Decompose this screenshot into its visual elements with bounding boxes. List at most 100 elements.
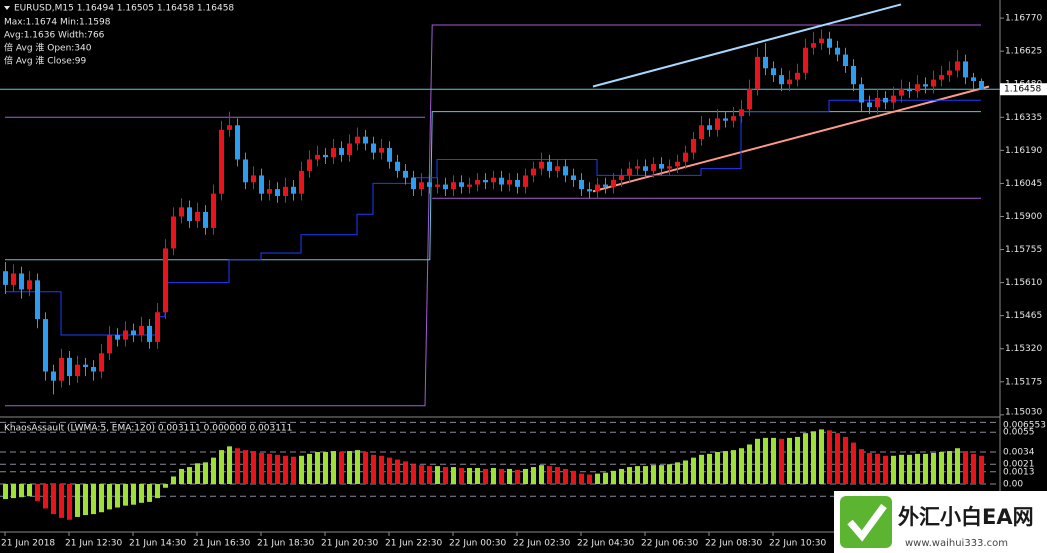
indicator-bar (667, 464, 672, 484)
candle-body (187, 207, 192, 222)
candle-body (707, 125, 712, 130)
indicator-bar (867, 452, 872, 484)
indicator-bar (875, 453, 880, 484)
indicator-bar (75, 484, 80, 517)
indicator-bar (139, 484, 144, 503)
candle-body (891, 95, 896, 103)
y-tick-label: 1.16335 (1005, 113, 1042, 123)
candle-body (963, 61, 968, 78)
indicator-bar (539, 465, 544, 484)
menu-triangle[interactable] (4, 6, 10, 10)
candle-body (179, 207, 184, 217)
candle-body (795, 72, 800, 80)
indicator-bar (635, 466, 640, 484)
candle-body (611, 179, 616, 187)
candle-body (579, 179, 584, 190)
indicator-bar (907, 454, 912, 484)
candle-body (955, 61, 960, 71)
indicator-bar (899, 454, 904, 484)
candle-body (131, 330, 136, 336)
indicator-bar (955, 448, 960, 484)
indicator-bar (99, 484, 104, 513)
x-tick-label: 21 Jun 14:30 (129, 539, 186, 549)
candle-body (35, 280, 40, 320)
indicator-bar (979, 455, 984, 484)
indicator-bar (83, 484, 88, 516)
candle-body (203, 211, 208, 228)
candle-body (75, 364, 80, 377)
indicator-bar (475, 468, 480, 484)
candle-body (403, 170, 408, 178)
indicator-bar (971, 453, 976, 484)
plot-area (0, 3, 1000, 520)
indicator-bar (427, 466, 432, 484)
indicator-bar (787, 437, 792, 484)
candle-body (163, 248, 168, 313)
indicator-bar (67, 484, 72, 520)
indicator-bar (123, 484, 128, 506)
indicator-bar (779, 438, 784, 484)
indicator-bar (227, 446, 232, 484)
indicator-bar (507, 468, 512, 484)
candle-body (251, 175, 256, 183)
indicator-bar (643, 466, 648, 484)
candle-body (867, 102, 872, 108)
indicator-bar (323, 452, 328, 484)
indicator-bar (11, 484, 16, 499)
indicator-tick-label: 0.0013 (1003, 467, 1035, 477)
candle-body (499, 177, 504, 185)
indicator-bar (243, 450, 248, 484)
indicator-bar (403, 461, 408, 484)
candle-body (243, 159, 248, 183)
indicator-bar (731, 450, 736, 484)
candle-body (339, 148, 344, 155)
indicator-bar (523, 468, 528, 484)
y-tick-label: 1.15030 (1005, 408, 1042, 418)
candle-body (219, 129, 224, 194)
candle-body (787, 79, 792, 85)
indicator-bar (715, 452, 720, 484)
indicator-bar (723, 451, 728, 484)
x-tick-label: 22 Jun 04:30 (577, 539, 634, 549)
x-tick-label: 21 Jun 18:30 (257, 539, 314, 549)
candle-body (27, 280, 32, 290)
indicator-bar (883, 455, 888, 484)
candle-body (699, 125, 704, 139)
indicator-bar (299, 455, 304, 484)
candle-body (91, 366, 96, 372)
candle-body (563, 166, 568, 176)
indicator-bar (131, 484, 136, 505)
indicator-bar (699, 454, 704, 484)
indicator-bar (939, 452, 944, 484)
indicator-bar (603, 472, 608, 484)
candle-body (51, 371, 56, 381)
candle-body (291, 186, 296, 194)
indicator-tick-label: 0.006553 (1003, 421, 1046, 431)
indicator-bar (3, 484, 8, 500)
indicator-bar (387, 457, 392, 484)
candle-body (587, 189, 592, 192)
candle-body (451, 182, 456, 190)
watermark-title: 外汇小白EA网 (898, 505, 1034, 529)
indicator-bar (363, 452, 368, 484)
level-line (5, 24, 981, 407)
indicator-bar (611, 470, 616, 484)
step-line (5, 99, 981, 336)
indicator-bar (43, 484, 48, 509)
candle-body (99, 353, 104, 372)
y-tick-label: 1.15900 (1005, 212, 1042, 222)
indicator-bar (675, 462, 680, 484)
candle-body (659, 164, 664, 169)
indicator-bar (827, 430, 832, 484)
candle-body (171, 216, 176, 249)
candle-body (643, 166, 648, 171)
candle-body (763, 56, 768, 69)
candle-body (907, 88, 912, 92)
indicator-bar (563, 468, 568, 484)
candle-body (43, 319, 48, 372)
candle-body (379, 148, 384, 153)
candle-body (683, 152, 688, 162)
indicator-bar (651, 465, 656, 484)
candle-body (979, 81, 984, 90)
indicator-bar (267, 453, 272, 484)
